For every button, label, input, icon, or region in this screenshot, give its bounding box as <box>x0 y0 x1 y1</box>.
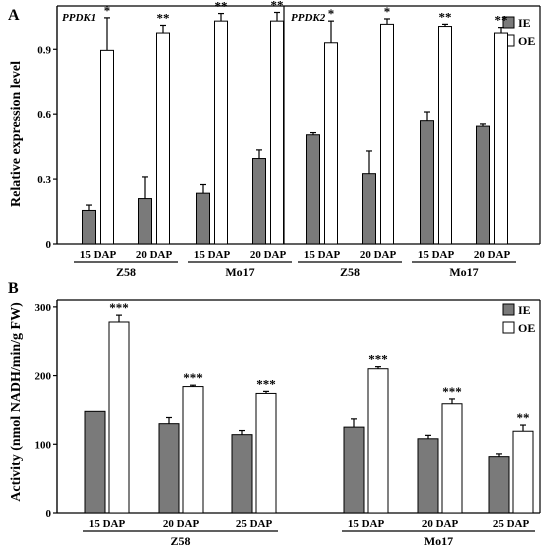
panel-a-ppdk2-category-label: 15 DAP <box>304 249 341 261</box>
panel-b-significance: *** <box>368 352 388 367</box>
panel-a-legend-ie-label: IE <box>518 16 531 30</box>
panel-b-bar-oe <box>441 403 463 514</box>
chart-marks: 00.30.60.9***** *** * ** **15 DAP 20 DAP 15 DA… <box>35 0 541 548</box>
panel-b-category-label: 25 DAP <box>236 518 273 530</box>
panel-a-ppdk1-significance: ** <box>157 10 170 25</box>
panel-a-ppdk2-group-label: Mo17 <box>449 265 478 279</box>
panel-b-legend-ie-label: IE <box>518 303 531 317</box>
panel-b-bar-oe <box>367 368 389 514</box>
panel-a-ppdk2-bar-oe <box>380 23 394 245</box>
panel-a-ppdk2-bar-ie <box>306 134 320 245</box>
panel-a-ppdk2-title: PPDK2 <box>291 12 326 24</box>
panel-a-ppdk1-significance: ** <box>215 0 228 14</box>
panel-a-ppdk2-group-label: Z58 <box>340 265 360 279</box>
panel-a-ppdk2-bar-oe <box>438 26 452 245</box>
panel-b-bar-ie <box>158 423 180 514</box>
panel-a-ppdk2-category-label: 20 DAP <box>474 249 511 261</box>
panel-a-ppdk1-bar-oe <box>156 32 170 245</box>
panel-b-group-label: Z58 <box>170 534 190 548</box>
panel-a-ppdk1-significance: ** <box>271 0 284 12</box>
panel-b-bar-ie <box>488 456 510 514</box>
panel-b-legend-oe-swatch <box>502 321 515 334</box>
panel-a-ppdk1-category-label: 20 DAP <box>250 249 287 261</box>
panel-b-significance: *** <box>183 370 203 385</box>
panel-a-ppdk1-bar-ie <box>138 198 152 245</box>
panel-b-y-tick-label: 100 <box>35 439 52 451</box>
panel-a-ppdk1-bar-oe <box>100 49 114 245</box>
panel-b-significance: ** <box>517 410 530 425</box>
panel-b-bar-oe <box>255 392 277 514</box>
panel-a-ppdk2-significance: * <box>384 4 391 19</box>
panel-b-legend-oe-label: OE <box>518 321 535 335</box>
panel-b-category-label: 25 DAP <box>493 518 530 530</box>
panel-b-bar-ie <box>343 426 365 514</box>
panel-b-y-tick-label: 200 <box>35 371 52 383</box>
panel-a-ppdk1-category-label: 15 DAP <box>80 249 117 261</box>
panel-b-ylabel: Activity (nmol NADH/min/g FW) <box>9 302 24 502</box>
panel-a-letter: A <box>8 7 20 24</box>
panel-a-legend-ie-swatch <box>502 16 515 29</box>
panel-a-ylabel: Relative expression level <box>9 61 24 207</box>
panel-a-ppdk1-group-label: Mo17 <box>225 265 254 279</box>
panel-a-y-tick-label: 0 <box>46 239 52 251</box>
panel-a-ppdk2-bar-ie <box>362 173 376 245</box>
panel-b-significance: *** <box>109 300 129 315</box>
panel-a-ppdk1-significance: * <box>104 3 111 18</box>
panel-b-significance: *** <box>256 376 276 391</box>
panel-a-y-tick-label: 0.9 <box>37 44 51 56</box>
panel-b-bar-oe <box>182 386 204 514</box>
panel-a-ppdk2-bar-ie <box>420 120 434 245</box>
panel-a-ppdk1-category-label: 20 DAP <box>136 249 173 261</box>
panel-b-category-label: 15 DAP <box>348 518 385 530</box>
panel-a-ppdk1-bar-oe <box>270 20 284 245</box>
panel-a-ppdk1-category-label: 15 DAP <box>194 249 231 261</box>
panel-a-ppdk1-bar-ie <box>252 158 266 245</box>
panel-a-ppdk1-bar-ie <box>196 192 210 245</box>
panel-b-group-label: Mo17 <box>424 534 453 548</box>
panel-b-bar-ie <box>231 434 253 514</box>
panel-a-ppdk2-category-label: 15 DAP <box>418 249 455 261</box>
panel-b-category-label: 20 DAP <box>422 518 459 530</box>
panel-a-ppdk2-significance: * <box>328 6 335 21</box>
panel-b-y-tick-label: 300 <box>35 302 52 314</box>
panel-b-bar-oe <box>512 430 534 514</box>
panel-b-letter: B <box>8 280 19 297</box>
panel-a-ppdk1-bar-oe <box>214 20 228 245</box>
panel-b-bar-ie <box>84 410 106 514</box>
panel-a-ppdk2-significance: ** <box>495 13 508 28</box>
panel-b-category-label: 20 DAP <box>163 518 200 530</box>
panel-a-ppdk1-group-label: Z58 <box>116 265 136 279</box>
panel-a-legend-oe-label: OE <box>518 34 535 48</box>
panel-b-legend-ie-swatch <box>502 303 515 316</box>
panel-b-bar-oe <box>108 321 130 514</box>
panel-a-ppdk2-significance: ** <box>439 9 452 24</box>
panel-a-ppdk2-bar-oe <box>324 42 338 245</box>
panel-b-category-label: 15 DAP <box>89 518 126 530</box>
panel-b-significance: *** <box>442 384 462 399</box>
panel-a-ppdk2-bar-oe <box>494 32 508 245</box>
panel-b-bar-ie <box>417 438 439 514</box>
panel-b-y-tick-label: 0 <box>46 508 52 520</box>
panel-a-ppdk1-bar-ie <box>82 209 96 245</box>
panel-a-y-tick-label: 0.3 <box>37 174 51 186</box>
panel-a-ppdk2-bar-ie <box>476 125 490 245</box>
panel-a-ppdk2-category-label: 20 DAP <box>360 249 397 261</box>
panel-a-ppdk1-title: PPDK1 <box>62 12 96 24</box>
panel-a-y-tick-label: 0.6 <box>37 109 51 121</box>
